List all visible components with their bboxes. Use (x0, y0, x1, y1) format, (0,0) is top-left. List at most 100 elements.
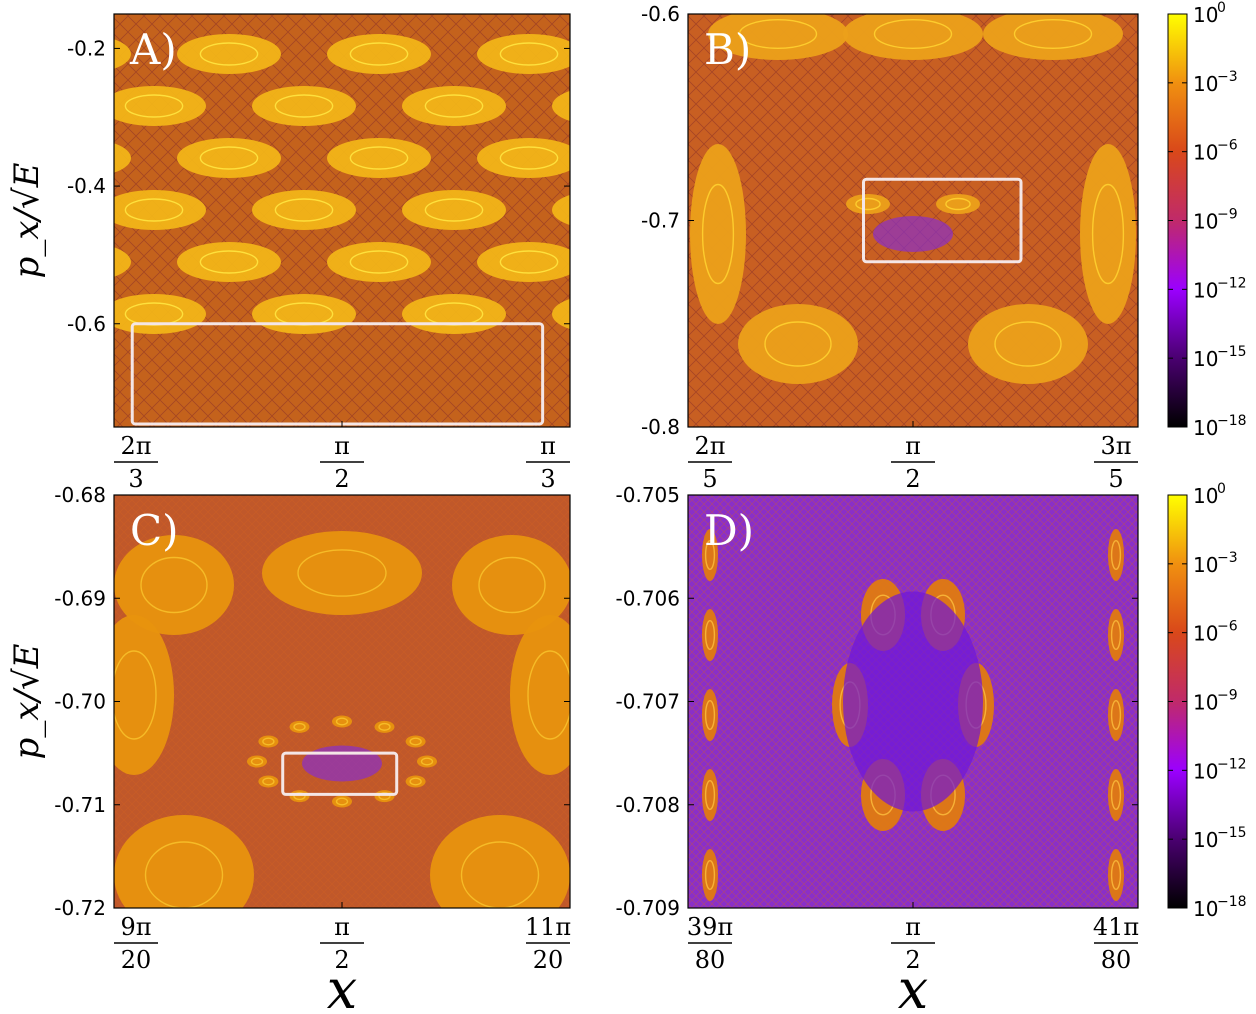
island-ring (0, 95, 33, 117)
island-ring (409, 777, 422, 786)
y-tick-label: -0.709 (616, 896, 680, 920)
island-ring (140, 556, 208, 614)
x-tick-denominator: 20 (121, 946, 152, 974)
panel-label: B) (704, 25, 751, 74)
x-tick-numerator: π (334, 913, 350, 941)
island (114, 190, 206, 230)
island-ring (478, 556, 546, 614)
colorbar-tick-base: 10 (1193, 278, 1218, 302)
island-ring (420, 757, 434, 766)
island (1080, 144, 1136, 324)
colorbar-tick-base: 10 (1193, 416, 1218, 440)
island-ring (199, 42, 259, 66)
island-ring (1110, 860, 1122, 891)
colorbar-tick-exponent: −12 (1217, 275, 1247, 291)
island (114, 815, 254, 908)
panel-label: D) (704, 506, 754, 555)
island-ring (114, 650, 157, 740)
island-ring (527, 650, 570, 740)
x-tick-numerator: 39π (687, 913, 733, 941)
island-ring (1110, 700, 1122, 731)
island-ring (873, 19, 953, 50)
island (702, 849, 718, 901)
heatmap-body (688, 14, 1138, 427)
colorbar-tick-base: 10 (1193, 897, 1218, 921)
island-ring (764, 321, 832, 367)
colorbar-tick-base: 10 (1193, 3, 1218, 27)
panel-label: A) (129, 25, 177, 74)
y-axis-label: p_x/√E (7, 643, 47, 759)
island-ring (1091, 183, 1125, 285)
island (289, 720, 310, 733)
heatmap-body (114, 495, 570, 908)
colorbar-tick-exponent: −12 (1217, 756, 1247, 772)
island (1108, 769, 1124, 821)
island-ring (274, 198, 334, 222)
colorbar-tick-base: 10 (1193, 72, 1218, 96)
chaotic-core (873, 216, 953, 252)
island (114, 535, 234, 635)
island (846, 194, 890, 214)
island-ring (575, 199, 632, 221)
island-ring (738, 19, 818, 50)
island-ring (575, 303, 632, 325)
panel-b: B) -0.6 -0.7 -0.8 2π 5 π 2 3π 5 (641, 2, 1139, 493)
island-ring (1110, 780, 1122, 811)
island (374, 790, 395, 803)
panel-c: C) -0.68 -0.69 -0.70 -0.71 -0.72 9π 20 π 2 11π 20 p_… (7, 483, 571, 1014)
x-tick-numerator: 41π (1093, 913, 1139, 941)
x-tick-numerator: π (905, 913, 921, 941)
island (477, 138, 570, 178)
island-ring (50, 251, 107, 273)
x-tick-denominator: 5 (702, 465, 717, 493)
x-tick-numerator: 3π (1100, 432, 1131, 460)
y-tick-label: -0.72 (54, 896, 106, 920)
island (552, 90, 570, 122)
island (0, 294, 56, 334)
island (327, 34, 431, 74)
x-tick-denominator: 3 (128, 465, 143, 493)
island-ring (349, 42, 409, 66)
colorbar-tick-base: 10 (1193, 347, 1218, 371)
island (477, 34, 570, 74)
colorbar-tick-base: 10 (1193, 828, 1218, 852)
island (452, 535, 570, 635)
island-ring (378, 722, 391, 731)
island (177, 242, 281, 282)
x-tick-numerator: 2π (694, 432, 725, 460)
colorbar-tick-exponent: −15 (1217, 825, 1247, 841)
y-tick-label: -0.7 (641, 209, 680, 233)
island (936, 194, 980, 214)
x-tick-denominator: 2 (334, 946, 349, 974)
y-tick-label: -0.69 (54, 586, 106, 610)
x-tick-numerator: π (905, 432, 921, 460)
y-tick-label: -0.2 (67, 36, 106, 60)
island (402, 294, 506, 334)
colorbar-tick-exponent: −9 (1217, 688, 1238, 704)
x-tick-denominator: 3 (540, 465, 555, 493)
colorbar-tick-base: 10 (1193, 484, 1218, 508)
y-tick-label: -0.707 (616, 690, 680, 714)
colorbar-tick-base: 10 (1193, 553, 1218, 577)
island (402, 190, 506, 230)
island-ring (994, 321, 1062, 367)
island-ring (409, 737, 422, 746)
island (374, 720, 395, 733)
x-tick-numerator: 2π (120, 432, 151, 460)
island (702, 769, 718, 821)
island (252, 294, 356, 334)
chaotic-core (843, 591, 983, 812)
island (114, 294, 206, 334)
island-ring (274, 94, 334, 118)
island (332, 795, 352, 808)
island-ring (704, 780, 716, 811)
chaotic-core (302, 745, 382, 782)
colorbar-tick-exponent: 0 (1217, 0, 1226, 16)
island (177, 138, 281, 178)
island (405, 775, 426, 788)
island (114, 615, 174, 775)
y-tick-label: -0.4 (67, 174, 106, 198)
